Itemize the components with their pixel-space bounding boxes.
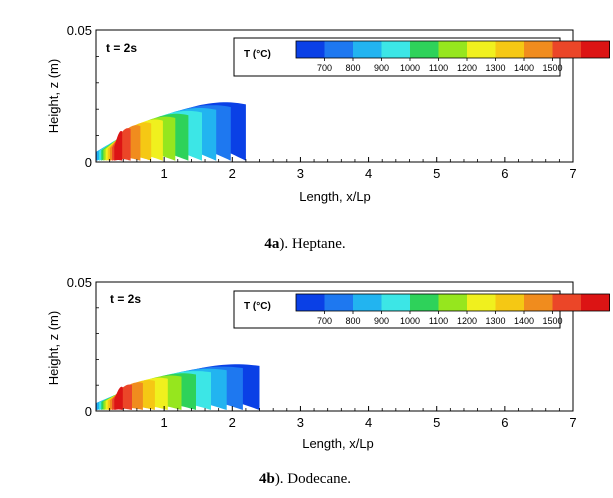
caption-panel-id: 4b [259,471,275,487]
y-tick-label: 0.05 [67,275,92,290]
y-tick-label: 0 [85,155,92,170]
flame-contour-heptane [96,102,246,161]
legend-level-label: 1400 [514,63,534,73]
caption-4b: 4b). Dodecane. [259,471,351,487]
legend-level-label: 800 [345,316,360,326]
legend-color-cell [296,294,325,311]
plot-frame [95,29,574,163]
x-tick-label: 1 [161,415,168,430]
x-tick-label: 3 [297,166,304,181]
legend-color-cell [467,294,496,311]
legend-level-label: 900 [374,316,389,326]
legend-level-label: 1300 [485,316,505,326]
time-label: t = 2s [110,292,141,306]
legend-title: T (°C) [244,49,271,60]
x-axis-label: Length, x/Lp [302,436,374,451]
legend-tick-labels: 700 800 900 1000 1100 1200 1300 1400 1500 [317,58,563,73]
x-tick-label: 4 [365,166,372,181]
x-axis-label: Length, x/Lp [299,189,371,204]
flame-isotherm-band [114,386,123,410]
caption-text: ). Dodecane. [275,471,351,487]
y-tick-label: 0.05 [67,23,92,38]
colorbar-outline [295,293,610,312]
legend-color-cell [410,294,439,311]
legend-color-cell [495,294,525,311]
x-tick-label: 5 [433,166,440,181]
legend-color-cell [353,41,382,58]
legend-level-label: 1000 [400,63,420,73]
legend-level-label: 1100 [429,316,448,326]
caption-4a: 4a). Heptane. [264,236,345,252]
x-tick-label: 7 [569,415,576,430]
flame-isotherm-band [114,131,123,161]
legend-colorbar [295,293,610,312]
legend-level-label: 1500 [542,316,562,326]
colorbar-outline [295,40,610,59]
legend-color-cell [324,294,354,311]
x-tick-label: 2 [229,166,236,181]
legend-color-cell [524,41,553,58]
legend-color-cell [438,294,468,311]
flame-contour-dodecane [96,364,260,410]
legend-title: T (°C) [244,301,271,312]
x-axis-ticks: 1 2 3 4 5 6 7 [109,406,577,430]
legend-level-label: 1300 [485,63,505,73]
plot-frame [95,281,574,412]
legend-level-label: 700 [317,63,332,73]
x-tick-label: 3 [297,415,304,430]
x-tick-label: 5 [433,415,440,430]
x-tick-label: 4 [365,415,372,430]
y-tick-label: 0 [85,404,92,419]
legend-colorbar [295,40,610,59]
caption-text: ). Heptane. [279,236,345,252]
y-axis-ticks: 00.05 [67,275,101,419]
legend-color-cell [381,41,411,58]
legend-color-cell [410,41,439,58]
legend-color-cell [438,41,468,58]
legend-level-label: 1200 [457,63,477,73]
legend-color-cell [353,294,382,311]
legend-color-cell [524,294,553,311]
legend-level-label: 1100 [429,63,448,73]
legend-color-cell [581,41,610,58]
y-axis-ticks: 00.05 [67,23,101,170]
legend-color-cell [296,41,325,58]
legend-color-cell [581,294,610,311]
legend-level-label: 800 [345,63,360,73]
x-tick-label: 6 [501,415,508,430]
caption-panel-id: 4a [264,236,280,252]
legend-color-cell [467,41,496,58]
legend-level-label: 1000 [400,316,420,326]
legend-level-label: 700 [317,316,332,326]
legend-level-label: 1200 [457,316,477,326]
x-tick-label: 2 [229,415,236,430]
x-tick-label: 1 [161,166,168,181]
time-label: t = 2s [106,41,137,55]
legend-color-cell [495,41,525,58]
legend-tick-labels: 700 800 900 1000 1100 1200 1300 1400 1500 [317,311,563,326]
x-axis-ticks: 1 2 3 4 5 6 7 [109,157,577,181]
x-tick-label: 7 [569,166,576,181]
legend-color-cell [552,294,582,311]
legend-level-label: 900 [374,63,389,73]
y-axis-label: Height, z (m) [46,59,61,133]
legend-color-cell [381,294,411,311]
legend-color-cell [552,41,582,58]
legend-level-label: 1400 [514,316,534,326]
legend-level-label: 1500 [542,63,562,73]
y-axis-label: Height, z (m) [46,311,61,385]
temperature-legend: T (°C) 700 800 900 1000 1100 1200 1300 1400 1500 [233,290,610,329]
temperature-legend: T (°C) 700 800 900 1000 1100 1200 1300 1400 1500 [233,37,610,77]
legend-color-cell [324,41,354,58]
x-tick-label: 6 [501,166,508,181]
